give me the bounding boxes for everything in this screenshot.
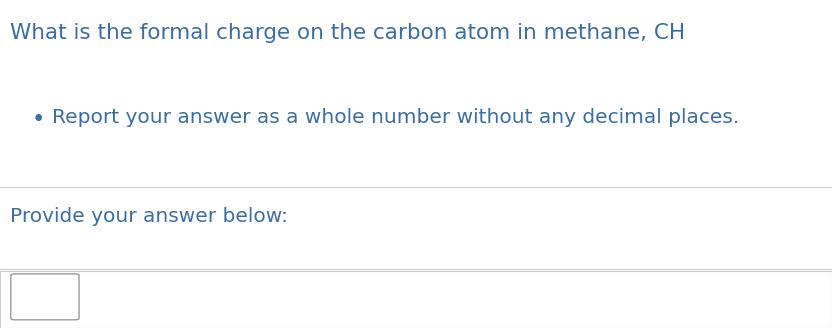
Text: Report your answer as a whole number without any decimal places.: Report your answer as a whole number wit… <box>52 108 739 127</box>
FancyBboxPatch shape <box>11 274 79 320</box>
FancyBboxPatch shape <box>0 271 832 328</box>
Text: Provide your answer below:: Provide your answer below: <box>10 207 288 226</box>
Text: What is the formal charge on the carbon atom in methane, CH: What is the formal charge on the carbon … <box>10 23 685 43</box>
Text: •: • <box>32 108 45 131</box>
